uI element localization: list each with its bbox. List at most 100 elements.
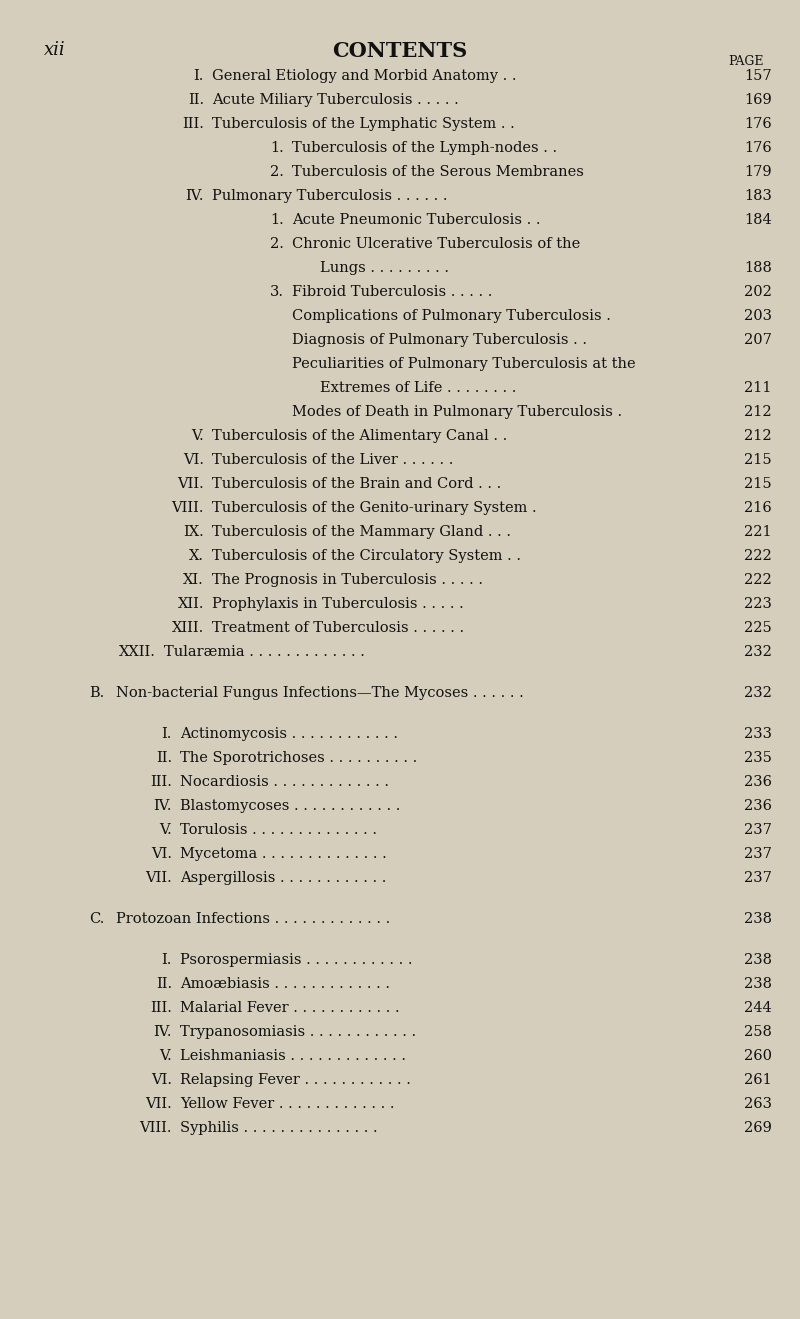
Text: XI.: XI.	[183, 572, 204, 587]
Text: Prophylaxis in Tuberculosis . . . . .: Prophylaxis in Tuberculosis . . . . .	[212, 596, 464, 611]
Text: X.: X.	[189, 549, 204, 563]
Text: 236: 236	[744, 799, 772, 813]
Text: 223: 223	[744, 596, 772, 611]
Text: Blastomycoses . . . . . . . . . . . .: Blastomycoses . . . . . . . . . . . .	[180, 799, 400, 813]
Text: Relapsing Fever . . . . . . . . . . . .: Relapsing Fever . . . . . . . . . . . .	[180, 1074, 411, 1087]
Text: I.: I.	[162, 727, 172, 741]
Text: 216: 216	[744, 501, 772, 514]
Text: Extremes of Life . . . . . . . .: Extremes of Life . . . . . . . .	[320, 381, 516, 394]
Text: Lungs . . . . . . . . .: Lungs . . . . . . . . .	[320, 261, 449, 274]
Text: V.: V.	[159, 1050, 172, 1063]
Text: 184: 184	[744, 212, 772, 227]
Text: 212: 212	[744, 429, 772, 443]
Text: 237: 237	[744, 847, 772, 861]
Text: The Sporotrichoses . . . . . . . . . .: The Sporotrichoses . . . . . . . . . .	[180, 751, 418, 765]
Text: II.: II.	[156, 751, 172, 765]
Text: 244: 244	[744, 1001, 772, 1016]
Text: Actinomycosis . . . . . . . . . . . .: Actinomycosis . . . . . . . . . . . .	[180, 727, 398, 741]
Text: Torulosis . . . . . . . . . . . . . .: Torulosis . . . . . . . . . . . . . .	[180, 823, 377, 838]
Text: xii: xii	[44, 41, 66, 59]
Text: III.: III.	[150, 776, 172, 789]
Text: 211: 211	[744, 381, 771, 394]
Text: Tularæmia . . . . . . . . . . . . .: Tularæmia . . . . . . . . . . . . .	[164, 645, 365, 658]
Text: 236: 236	[744, 776, 772, 789]
Text: VII.: VII.	[146, 1097, 172, 1112]
Text: 215: 215	[744, 452, 772, 467]
Text: 215: 215	[744, 476, 772, 491]
Text: Chronic Ulcerative Tuberculosis of the: Chronic Ulcerative Tuberculosis of the	[292, 236, 580, 251]
Text: Protozoan Infections . . . . . . . . . . . . .: Protozoan Infections . . . . . . . . . .…	[116, 913, 390, 926]
Text: 3.: 3.	[270, 285, 284, 298]
Text: VI.: VI.	[183, 452, 204, 467]
Text: 238: 238	[744, 977, 772, 992]
Text: II.: II.	[188, 92, 204, 107]
Text: VIII.: VIII.	[139, 1121, 172, 1136]
Text: IX.: IX.	[183, 525, 204, 538]
Text: Yellow Fever . . . . . . . . . . . . .: Yellow Fever . . . . . . . . . . . . .	[180, 1097, 394, 1112]
Text: 176: 176	[744, 116, 772, 131]
Text: 222: 222	[744, 572, 772, 587]
Text: Treatment of Tuberculosis . . . . . .: Treatment of Tuberculosis . . . . . .	[212, 621, 464, 634]
Text: Complications of Pulmonary Tuberculosis .: Complications of Pulmonary Tuberculosis …	[292, 309, 611, 323]
Text: Syphilis . . . . . . . . . . . . . . .: Syphilis . . . . . . . . . . . . . . .	[180, 1121, 378, 1136]
Text: 263: 263	[744, 1097, 772, 1112]
Text: Tuberculosis of the Circulatory System . .: Tuberculosis of the Circulatory System .…	[212, 549, 521, 563]
Text: V.: V.	[191, 429, 204, 443]
Text: CONTENTS: CONTENTS	[332, 41, 468, 61]
Text: Tuberculosis of the Alimentary Canal . .: Tuberculosis of the Alimentary Canal . .	[212, 429, 507, 443]
Text: 232: 232	[744, 645, 772, 658]
Text: Modes of Death in Pulmonary Tuberculosis .: Modes of Death in Pulmonary Tuberculosis…	[292, 405, 622, 418]
Text: III.: III.	[150, 1001, 172, 1016]
Text: 238: 238	[744, 954, 772, 967]
Text: 261: 261	[744, 1074, 772, 1087]
Text: XII.: XII.	[178, 596, 204, 611]
Text: 1.: 1.	[270, 212, 284, 227]
Text: 237: 237	[744, 823, 772, 838]
Text: 238: 238	[744, 913, 772, 926]
Text: Nocardiosis . . . . . . . . . . . . .: Nocardiosis . . . . . . . . . . . . .	[180, 776, 389, 789]
Text: 183: 183	[744, 189, 772, 203]
Text: Acute Miliary Tuberculosis . . . . .: Acute Miliary Tuberculosis . . . . .	[212, 92, 458, 107]
Text: III.: III.	[182, 116, 204, 131]
Text: Diagnosis of Pulmonary Tuberculosis . .: Diagnosis of Pulmonary Tuberculosis . .	[292, 332, 587, 347]
Text: Pulmonary Tuberculosis . . . . . .: Pulmonary Tuberculosis . . . . . .	[212, 189, 447, 203]
Text: 258: 258	[744, 1025, 772, 1039]
Text: XIII.: XIII.	[172, 621, 204, 634]
Text: II.: II.	[156, 977, 172, 992]
Text: Tuberculosis of the Brain and Cord . . .: Tuberculosis of the Brain and Cord . . .	[212, 476, 502, 491]
Text: Leishmaniasis . . . . . . . . . . . . .: Leishmaniasis . . . . . . . . . . . . .	[180, 1050, 406, 1063]
Text: PAGE: PAGE	[728, 55, 763, 69]
Text: 2.: 2.	[270, 165, 284, 178]
Text: IV.: IV.	[154, 799, 172, 813]
Text: 232: 232	[744, 686, 772, 700]
Text: 203: 203	[744, 309, 772, 323]
Text: Tuberculosis of the Lymphatic System . .: Tuberculosis of the Lymphatic System . .	[212, 116, 514, 131]
Text: VIII.: VIII.	[171, 501, 204, 514]
Text: I.: I.	[162, 954, 172, 967]
Text: Trypanosomiasis . . . . . . . . . . . .: Trypanosomiasis . . . . . . . . . . . .	[180, 1025, 416, 1039]
Text: Aspergillosis . . . . . . . . . . . .: Aspergillosis . . . . . . . . . . . .	[180, 871, 386, 885]
Text: Peculiarities of Pulmonary Tuberculosis at the: Peculiarities of Pulmonary Tuberculosis …	[292, 356, 636, 371]
Text: 157: 157	[744, 69, 772, 83]
Text: 176: 176	[744, 141, 772, 154]
Text: 188: 188	[744, 261, 772, 274]
Text: V.: V.	[159, 823, 172, 838]
Text: Amoæbiasis . . . . . . . . . . . . .: Amoæbiasis . . . . . . . . . . . . .	[180, 977, 390, 992]
Text: 233: 233	[744, 727, 772, 741]
Text: IV.: IV.	[186, 189, 204, 203]
Text: 169: 169	[744, 92, 772, 107]
Text: Fibroid Tuberculosis . . . . .: Fibroid Tuberculosis . . . . .	[292, 285, 492, 298]
Text: 212: 212	[744, 405, 772, 418]
Text: 207: 207	[744, 332, 772, 347]
Text: 269: 269	[744, 1121, 772, 1136]
Text: Tuberculosis of the Lymph-nodes . .: Tuberculosis of the Lymph-nodes . .	[292, 141, 557, 154]
Text: General Etiology and Morbid Anatomy . .: General Etiology and Morbid Anatomy . .	[212, 69, 517, 83]
Text: Psorospermiasis . . . . . . . . . . . .: Psorospermiasis . . . . . . . . . . . .	[180, 954, 413, 967]
Text: 225: 225	[744, 621, 772, 634]
Text: 2.: 2.	[270, 236, 284, 251]
Text: VI.: VI.	[151, 847, 172, 861]
Text: 222: 222	[744, 549, 772, 563]
Text: IV.: IV.	[154, 1025, 172, 1039]
Text: 235: 235	[744, 751, 772, 765]
Text: Mycetoma . . . . . . . . . . . . . .: Mycetoma . . . . . . . . . . . . . .	[180, 847, 386, 861]
